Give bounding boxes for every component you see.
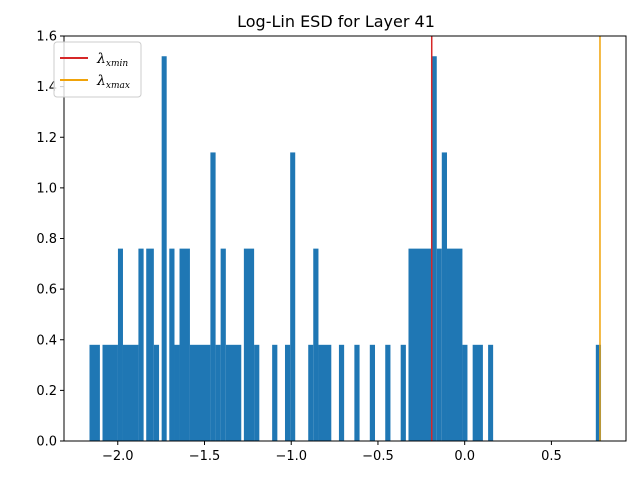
histogram-bar [354, 344, 360, 441]
histogram-bar [400, 344, 406, 441]
histogram-bar [169, 248, 175, 441]
histogram-bar [338, 344, 345, 441]
histogram-bar [122, 344, 139, 441]
y-tick-label: 0.6 [36, 283, 57, 298]
y-tick-label: 0.4 [36, 333, 57, 348]
y-tick-label: 1.4 [36, 80, 57, 95]
chart-title: Log-Lin ESD for Layer 41 [237, 12, 435, 31]
histogram-bar [272, 344, 278, 441]
histogram-bar [210, 152, 216, 441]
histogram-bar [308, 344, 314, 441]
legend-label-xmin: λxmin [96, 51, 128, 69]
histogram-bar [431, 56, 437, 441]
x-tick-label: 0.0 [454, 449, 475, 464]
y-tick-label: 1.6 [36, 30, 57, 45]
histogram-bar [446, 248, 463, 441]
x-tick-label: −2.0 [102, 449, 134, 464]
histogram-bar [284, 344, 291, 441]
histogram-bar [138, 248, 144, 441]
histogram-bar [595, 344, 602, 441]
histogram-bar [174, 344, 180, 441]
x-tick-label: 0.5 [541, 449, 562, 464]
histogram-bar [153, 344, 160, 441]
y-tick-label: 1.2 [36, 131, 57, 146]
x-tick-label: −0.5 [362, 449, 394, 464]
histogram-bar [179, 248, 190, 441]
histogram-bar [313, 248, 319, 441]
histogram-bar [220, 248, 226, 441]
y-tick-label: 0.2 [36, 384, 57, 399]
histogram-bar [89, 344, 100, 441]
y-tick-label: 0.0 [36, 435, 57, 450]
histogram-bar [318, 344, 332, 441]
histogram-bar [436, 248, 442, 441]
histogram-bar [243, 248, 255, 441]
y-axis: 0.0 0.2 0.4 0.6 0.8 1.0 1.2 1.4 1.6 [36, 30, 64, 450]
x-axis: −2.0 −1.5 −1.0 −0.5 0.0 0.5 [102, 441, 562, 464]
histogram-bar [225, 344, 242, 441]
y-tick-label: 0.8 [36, 232, 57, 247]
legend-box [53, 41, 142, 98]
histogram-bar [408, 248, 432, 441]
histogram-bar [161, 56, 167, 441]
histogram-bar [254, 344, 260, 441]
histogram-bar [146, 248, 154, 441]
y-tick-label: 1.0 [36, 181, 57, 196]
x-tick-label: −1.0 [275, 449, 307, 464]
histogram-bar [472, 344, 483, 441]
vertical-lines-group [430, 36, 601, 441]
histogram-bar [189, 344, 211, 441]
histogram-bar [488, 344, 494, 441]
histogram-bar [102, 344, 118, 441]
histogram-bar [215, 344, 221, 441]
histogram-bar [385, 344, 391, 441]
legend-label-xmax: λxmax [96, 73, 130, 91]
x-tick-label: −1.5 [189, 449, 221, 464]
histogram-bar [441, 152, 447, 441]
histogram-bar [462, 344, 468, 441]
bars-group [89, 56, 602, 441]
legend: λxmin λxmax [53, 41, 142, 98]
histogram-bar [117, 248, 123, 441]
histogram-bar [369, 344, 376, 441]
histogram-bar [290, 152, 296, 441]
